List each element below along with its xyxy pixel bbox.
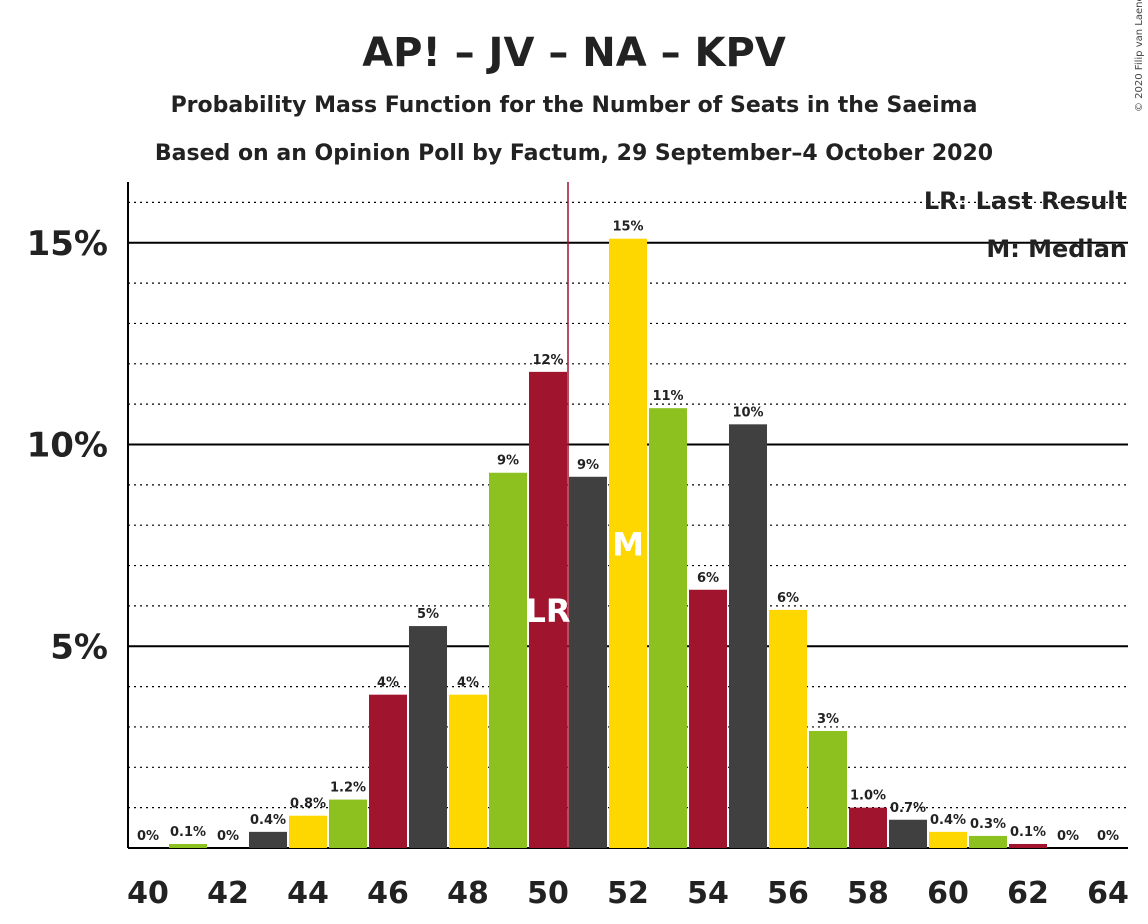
markers: LR M (525, 182, 644, 848)
x-tick-label: 52 (607, 876, 649, 911)
bar-seat-55 (729, 424, 767, 848)
data-label: 0.3% (970, 817, 1006, 832)
x-tick-label: 60 (927, 876, 969, 911)
x-tick-label: 56 (767, 876, 809, 911)
x-tick-label: 48 (447, 876, 489, 911)
x-tick-label: 44 (287, 876, 329, 911)
bar-seat-46 (369, 694, 407, 848)
bar-seat-48 (449, 694, 487, 848)
data-label: 0% (137, 829, 159, 844)
data-labels: 0% 0.1% 0% 0.4% 0.8% 1.2% 4% 5% 4% 9% 12% 9% 15% 11% 6… (137, 220, 1119, 844)
x-tick-label: 64 (1087, 876, 1129, 911)
bars (169, 238, 1047, 849)
bar-seat-44 (289, 815, 327, 848)
data-label: 9% (577, 458, 599, 473)
bar-seat-54 (689, 589, 727, 848)
axis-ticks: 5% 10% 15% 40 42 44 46 48 50 52 54 56 58 60 62 64 (27, 224, 1129, 911)
data-label: 4% (457, 676, 479, 691)
bar-seat-58 (849, 807, 887, 848)
x-tick-label: 58 (847, 876, 889, 911)
data-label: 4% (377, 676, 399, 691)
copyright-credit: © 2020 Filip van Laenen (1134, 0, 1145, 112)
data-label: 12% (532, 353, 563, 368)
x-tick-label: 50 (527, 876, 569, 911)
bar-seat-60 (929, 831, 967, 848)
chart-subtitle-2: Based on an Opinion Poll by Factum, 29 S… (155, 141, 993, 166)
data-label: 5% (417, 607, 439, 622)
bar-seat-50 (529, 371, 567, 848)
data-label: 0% (217, 829, 239, 844)
bar-seat-47 (409, 626, 447, 848)
data-label: 6% (777, 591, 799, 606)
legend-last-result: LR: Last Result (924, 187, 1127, 215)
y-tick-label: 5% (50, 627, 108, 667)
data-label: 0.1% (170, 825, 206, 840)
x-tick-label: 40 (127, 876, 169, 911)
x-tick-label: 42 (207, 876, 249, 911)
data-label: 9% (497, 454, 519, 469)
y-tick-label: 15% (27, 224, 108, 264)
data-label: 0.7% (890, 801, 926, 816)
bar-seat-51 (569, 476, 607, 848)
bar-seat-49 (489, 472, 527, 848)
data-label: 11% (652, 389, 683, 404)
x-tick-label: 46 (367, 876, 409, 911)
data-label: 0.8% (290, 797, 326, 812)
median-marker: M (612, 525, 644, 563)
bar-seat-61 (969, 835, 1007, 848)
data-label: 0.1% (1010, 825, 1046, 840)
data-label: 15% (612, 220, 643, 235)
data-label: 3% (817, 712, 839, 727)
bar-seat-62 (1009, 843, 1047, 848)
chart-subtitle-1: Probability Mass Function for the Number… (171, 93, 978, 118)
legend-median: M: Median (986, 235, 1127, 263)
data-label: 0% (1097, 829, 1119, 844)
bar-seat-45 (329, 799, 367, 848)
last-result-marker: LR (525, 592, 570, 630)
data-label: 0% (1057, 829, 1079, 844)
data-label: 10% (732, 405, 763, 420)
data-label: 6% (697, 571, 719, 586)
x-tick-label: 62 (1007, 876, 1049, 911)
bar-seat-52 (609, 238, 647, 849)
bar-seat-43 (249, 831, 287, 848)
x-tick-label: 54 (687, 876, 729, 911)
data-label: 1.2% (330, 781, 366, 796)
bar-seat-41 (169, 843, 207, 848)
data-label: 0.4% (250, 813, 286, 828)
bar-seat-56 (769, 609, 807, 848)
bar-seat-53 (649, 408, 687, 848)
data-label: 0.4% (930, 813, 966, 828)
bar-seat-59 (889, 819, 927, 848)
bar-seat-57 (809, 730, 847, 848)
chart-title: AP! – JV – NA – KPV (362, 30, 786, 76)
data-label: 1.0% (850, 789, 886, 804)
y-tick-label: 10% (27, 426, 108, 466)
